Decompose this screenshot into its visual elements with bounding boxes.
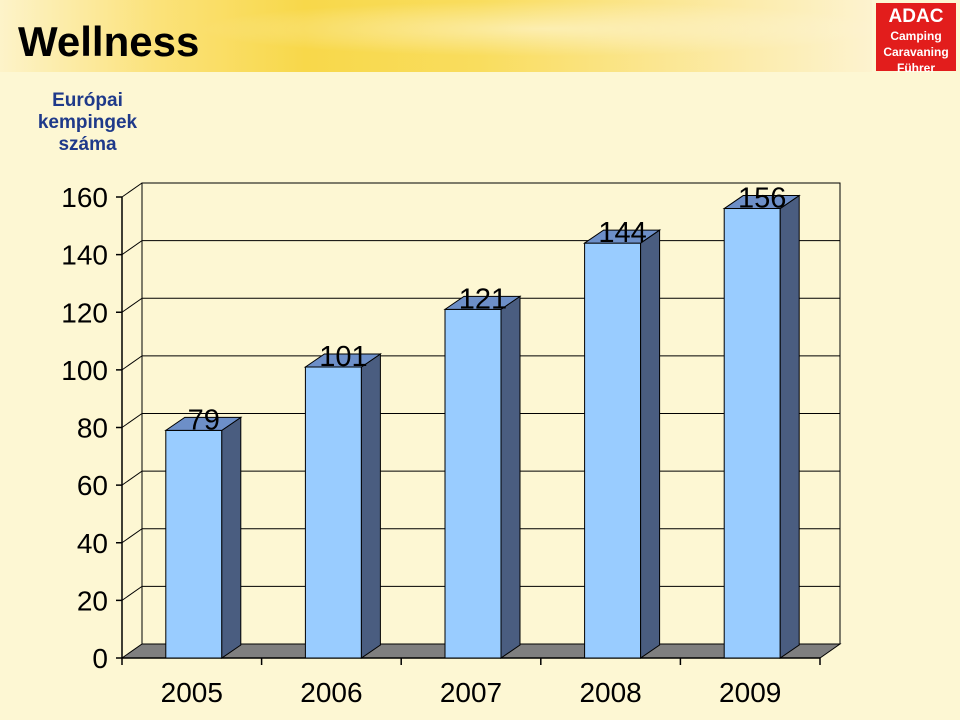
logo-line-caravaning: Caravaning [883, 45, 949, 59]
x-tick-label-2006: 2006 [300, 677, 362, 708]
bar-2008-side [640, 229, 661, 659]
x-tick-label-2008: 2008 [579, 677, 641, 708]
y-axis-label: Európai kempingek száma [20, 90, 155, 156]
gridline-depth [121, 240, 143, 256]
bar-2007-front [444, 308, 502, 659]
bar-2008-top [582, 229, 662, 244]
gridline-depth [121, 355, 143, 371]
x-tick-label-2009: 2009 [719, 677, 781, 708]
data-label-2005: 79 [188, 404, 220, 436]
bar-2008-front [584, 242, 642, 659]
gridline-depth [121, 297, 143, 313]
gridline-depth [121, 413, 143, 428]
gridline-depth [121, 528, 143, 544]
x-tick-label-2005: 2005 [161, 677, 223, 708]
bar-2006-side [360, 353, 381, 659]
y-axis-label-line: kempingek [37, 112, 138, 133]
adac-logo: ADAC Camping Caravaning Führer [876, 3, 956, 75]
y-tick-label: 0 [92, 643, 108, 674]
bar-2009-front [723, 208, 781, 659]
data-label-2009: 156 [738, 183, 786, 215]
logo-line-camping: Camping [890, 29, 942, 43]
y-tick-label: 40 [77, 528, 108, 559]
y-tick-label: 120 [61, 297, 108, 328]
logo-line-fuhrer: Führer [896, 61, 935, 75]
header-banner [0, 0, 872, 72]
bar-2006-front [304, 366, 362, 659]
gridline-depth [121, 182, 143, 198]
bar-2009-side [779, 194, 800, 659]
y-axis-label-line: Európai [52, 90, 123, 111]
page-title: Wellness [18, 18, 200, 65]
gridline-depth [121, 470, 143, 486]
bar-2009-top [722, 195, 801, 210]
y-tick-label: 60 [77, 470, 108, 501]
bar-2005-front [165, 429, 223, 659]
y-tick-label: 100 [61, 355, 108, 386]
y-axis-label-line: száma [58, 134, 117, 155]
data-label-2007: 121 [459, 283, 507, 315]
y-tick-label: 20 [77, 585, 108, 616]
y-tick-label: 140 [61, 240, 108, 271]
bar-2005-side [221, 416, 242, 659]
y-tick-label: 160 [61, 182, 108, 213]
logo-title: ADAC [888, 6, 944, 27]
data-label-2008: 144 [598, 217, 646, 249]
y-tick-label: 80 [77, 413, 108, 444]
bar-2007-side [500, 295, 521, 659]
gridline-depth [121, 585, 143, 601]
x-tick-label-2007: 2007 [440, 677, 502, 708]
bar-2007-top [443, 295, 522, 310]
bar-2005-top [164, 416, 243, 431]
bar-2006-top [303, 353, 383, 368]
data-label-2006: 101 [319, 341, 367, 373]
